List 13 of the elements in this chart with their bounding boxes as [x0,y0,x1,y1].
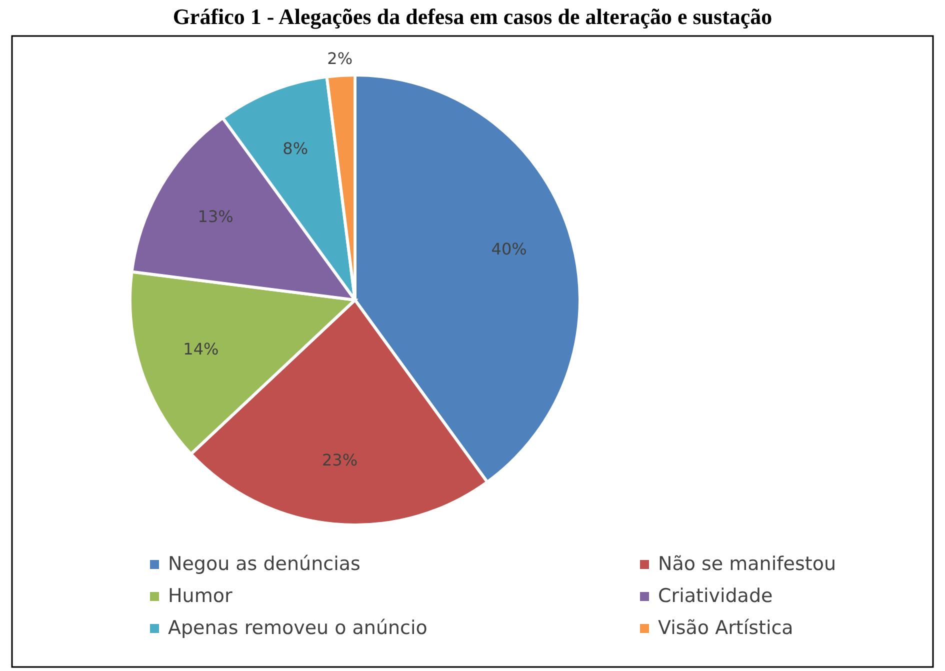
legend-label: Visão Artística [658,617,794,640]
data-label: 14% [183,339,219,358]
legend-label: Negou as denúncias [168,553,360,576]
data-label: 8% [282,138,308,158]
data-label: 2% [327,48,353,68]
legend-label: Não se manifestou [658,553,836,576]
legend-label: Apenas removeu o anúncio [168,617,428,640]
data-label: 40% [491,239,527,258]
data-label: 23% [322,450,358,470]
data-label: 13% [198,206,234,226]
chart-title: Gráfico 1 - Alegações da defesa em casos de alteração e sustação [172,4,772,29]
legend-label: Humor [168,585,232,608]
legend-label: Criatividade [658,585,773,608]
